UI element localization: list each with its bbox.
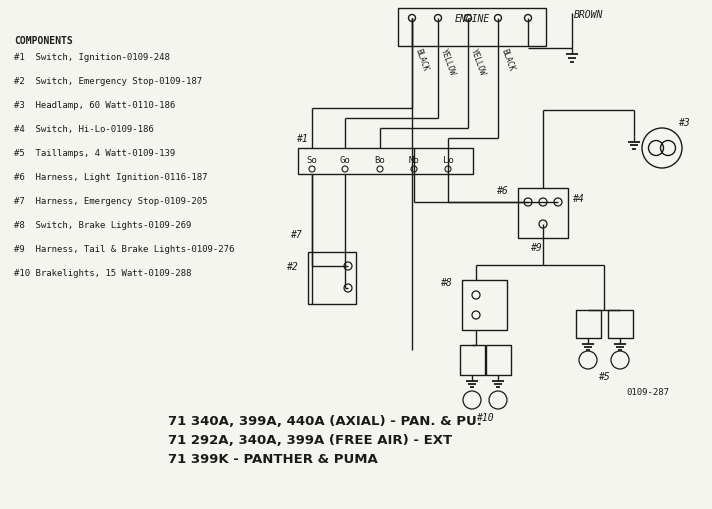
Text: #2  Switch, Emergency Stop-0109-187: #2 Switch, Emergency Stop-0109-187 [14,77,202,86]
Text: #10 Brakelights, 15 Watt-0109-288: #10 Brakelights, 15 Watt-0109-288 [14,269,192,278]
Bar [518,188,568,238]
Text: #4  Switch, Hi-Lo-0109-186: #4 Switch, Hi-Lo-0109-186 [14,125,154,134]
Bar [462,280,507,330]
Text: #5  Taillamps, 4 Watt-0109-139: #5 Taillamps, 4 Watt-0109-139 [14,149,175,158]
Text: BROWN: BROWN [574,10,603,20]
Text: 71 399K - PANTHER & PUMA: 71 399K - PANTHER & PUMA [168,453,378,466]
Text: BLACK: BLACK [499,48,515,73]
Text: #8  Switch, Brake Lights-0109-269: #8 Switch, Brake Lights-0109-269 [14,221,192,230]
Text: ENGINE: ENGINE [454,14,490,24]
Text: #4: #4 [572,194,584,204]
Bar [576,310,601,338]
Bar [608,310,633,338]
Text: #1  Switch, Ignition-0109-248: #1 Switch, Ignition-0109-248 [14,53,170,62]
Text: #8: #8 [440,278,451,288]
Text: #6: #6 [496,186,508,196]
Text: #5: #5 [598,372,610,382]
Text: Go: Go [340,156,350,165]
Bar [298,148,473,174]
Text: #9  Harness, Tail & Brake Lights-0109-276: #9 Harness, Tail & Brake Lights-0109-276 [14,245,234,254]
Text: #9: #9 [530,243,542,253]
Text: YELLOW: YELLOW [439,48,457,77]
Bar [486,345,511,375]
Bar [398,8,546,46]
Text: 0109-287: 0109-287 [626,388,669,397]
Text: #10: #10 [476,413,494,423]
Text: #2: #2 [286,262,298,272]
Text: #7  Harness, Emergency Stop-0109-205: #7 Harness, Emergency Stop-0109-205 [14,197,207,206]
Text: 71 340A, 399A, 440A (AXIAL) - PAN. & PU.: 71 340A, 399A, 440A (AXIAL) - PAN. & PU. [168,415,482,428]
Text: #1: #1 [296,134,308,144]
Text: Bo: Bo [375,156,385,165]
Text: So: So [307,156,318,165]
Text: YELLOW: YELLOW [469,48,487,77]
Text: #6  Harness, Light Ignition-0116-187: #6 Harness, Light Ignition-0116-187 [14,173,207,182]
Text: #3  Headlamp, 60 Watt-0110-186: #3 Headlamp, 60 Watt-0110-186 [14,101,175,110]
Text: COMPONENTS: COMPONENTS [14,36,73,46]
Text: Lo: Lo [443,156,454,165]
Text: Mo: Mo [409,156,419,165]
Bar [308,252,356,304]
Text: #7: #7 [290,230,302,240]
Text: BLACK: BLACK [413,48,429,73]
Bar [460,345,485,375]
Text: #3: #3 [678,118,690,128]
Text: 71 292A, 340A, 399A (FREE AIR) - EXT: 71 292A, 340A, 399A (FREE AIR) - EXT [168,434,452,447]
